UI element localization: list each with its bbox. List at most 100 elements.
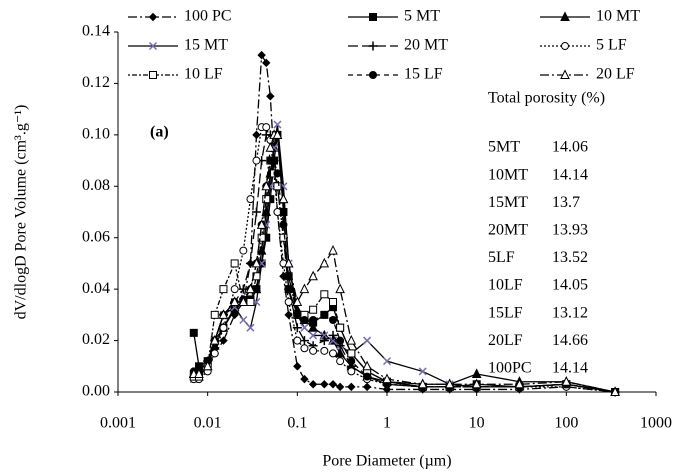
marker xyxy=(328,330,338,340)
marker xyxy=(417,378,428,389)
marker xyxy=(335,382,345,392)
marker xyxy=(251,257,262,268)
marker xyxy=(273,169,282,178)
marker xyxy=(299,336,309,346)
marker xyxy=(369,13,377,21)
marker xyxy=(261,180,272,191)
marker xyxy=(309,316,318,324)
marker xyxy=(329,316,338,324)
table-value: 13.7 xyxy=(552,194,580,211)
marker xyxy=(363,372,372,381)
marker xyxy=(284,310,293,320)
marker xyxy=(293,362,302,371)
marker xyxy=(219,336,228,345)
table-label: 100PC xyxy=(488,359,532,376)
y-tick-label: 0.02 xyxy=(82,331,110,348)
marker xyxy=(148,12,158,22)
marker xyxy=(309,331,318,340)
marker xyxy=(292,323,302,333)
marker xyxy=(209,334,220,345)
marker xyxy=(257,233,266,242)
marker xyxy=(308,270,318,281)
marker xyxy=(320,310,329,319)
marker xyxy=(272,129,283,139)
legend-label: 20 LF xyxy=(596,66,635,83)
marker xyxy=(210,349,219,358)
marker xyxy=(309,346,318,355)
y-tick-label: 0.00 xyxy=(82,383,110,400)
table-value: 14.14 xyxy=(552,166,588,183)
table-label: 15LF xyxy=(488,304,523,321)
marker xyxy=(444,378,455,389)
marker xyxy=(335,283,345,294)
marker xyxy=(283,257,294,268)
x-tick-label: 100 xyxy=(554,415,578,432)
marker xyxy=(262,195,271,204)
x-tick-label: 0.001 xyxy=(100,415,136,432)
table-label: 10LF xyxy=(488,277,523,294)
table-title: Total porosity (%) xyxy=(488,90,605,107)
marker xyxy=(320,380,329,389)
marker xyxy=(471,378,482,389)
marker xyxy=(246,298,255,306)
marker xyxy=(320,346,329,355)
y-tick-label: 0.10 xyxy=(82,126,110,143)
table-label: 5MT xyxy=(488,139,520,156)
marker xyxy=(561,42,569,50)
marker xyxy=(219,285,228,294)
y-tick-label: 0.04 xyxy=(82,280,110,297)
legend-label: 5 MT xyxy=(404,8,440,25)
marker xyxy=(293,310,302,319)
marker xyxy=(336,357,345,366)
marker xyxy=(363,336,372,345)
legend-label: 20 MT xyxy=(404,37,448,54)
legend-label: 10 LF xyxy=(184,66,223,83)
table-label: 5LF xyxy=(488,249,515,266)
table-value: 14.14 xyxy=(552,359,588,376)
marker xyxy=(251,207,261,217)
marker xyxy=(362,360,372,371)
legend-label: 100 PC xyxy=(184,8,232,25)
x-tick-label: 0.1 xyxy=(287,415,307,432)
x-axis-title: Pore Diameter (µm) xyxy=(322,453,451,470)
marker xyxy=(262,123,271,132)
marker xyxy=(369,71,377,79)
marker xyxy=(300,344,309,353)
marker xyxy=(278,193,289,204)
y-tick-label: 0.08 xyxy=(82,177,110,194)
marker xyxy=(382,357,392,366)
legend-label: 15 LF xyxy=(404,66,443,83)
marker xyxy=(610,386,620,396)
marker xyxy=(210,310,219,319)
annotation: (a) xyxy=(150,124,169,141)
x-tick-label: 10 xyxy=(469,415,485,432)
marker xyxy=(328,244,338,255)
marker xyxy=(265,142,276,152)
marker xyxy=(514,378,525,389)
marker xyxy=(329,349,338,358)
table-label: 20MT xyxy=(488,221,528,238)
marker xyxy=(336,323,345,332)
marker xyxy=(308,380,318,389)
marker xyxy=(382,373,392,384)
marker xyxy=(229,296,240,306)
marker xyxy=(238,296,249,306)
marker xyxy=(300,374,309,384)
marker xyxy=(560,69,570,79)
marker xyxy=(246,323,255,332)
marker xyxy=(230,285,239,294)
marker xyxy=(418,367,427,376)
marker xyxy=(347,357,356,366)
marker xyxy=(319,257,330,268)
marker xyxy=(284,298,293,306)
marker xyxy=(293,336,302,345)
y-axis-title: dV/dlogD Pore Volume (cm³.g⁻¹) xyxy=(13,105,30,320)
marker xyxy=(368,41,378,51)
marker xyxy=(219,323,228,332)
marker xyxy=(319,336,329,346)
table-value: 13.93 xyxy=(552,221,588,238)
marker xyxy=(560,11,570,21)
marker xyxy=(347,382,356,392)
marker xyxy=(309,305,318,314)
marker xyxy=(362,382,372,392)
